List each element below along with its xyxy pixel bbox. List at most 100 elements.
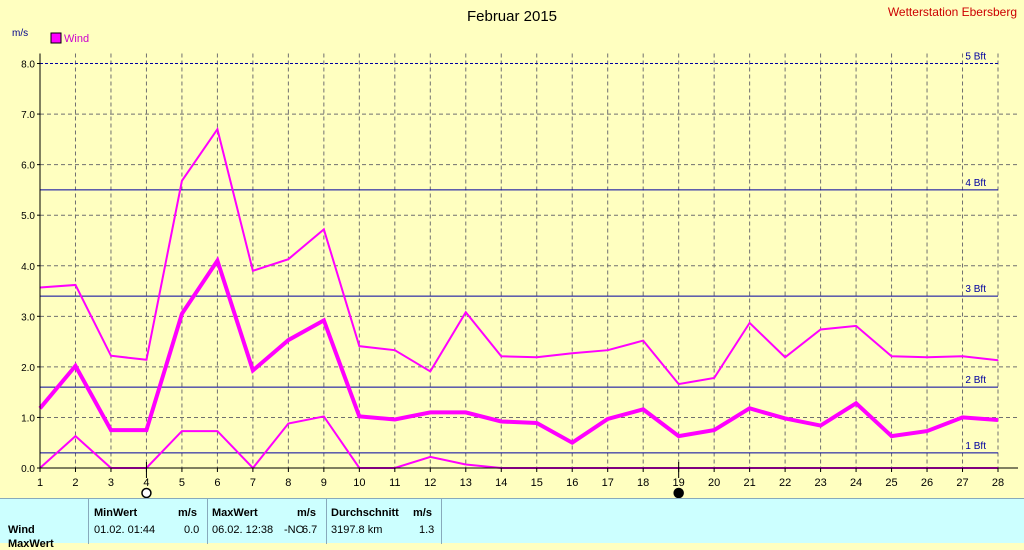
x-tick-label: 9 (321, 477, 327, 489)
max-value: 6.7 (302, 524, 318, 536)
x-tick-label: 27 (956, 477, 968, 489)
data-point-avg (74, 365, 77, 367)
data-point-max (926, 356, 928, 358)
data-point-max (997, 359, 999, 361)
x-tick-label: 15 (531, 477, 543, 489)
data-point-max (713, 377, 715, 379)
x-tick-label: 21 (744, 477, 756, 489)
data-point-max (500, 355, 502, 357)
x-tick-label: 5 (179, 477, 185, 489)
data-point-max (323, 228, 325, 230)
data-point-avg (536, 422, 538, 424)
data-point-max (216, 128, 219, 130)
y-tick-label: 0.0 (21, 464, 35, 475)
data-point-max (358, 345, 360, 347)
bft-label: 1 Bft (965, 441, 986, 452)
data-point-max (145, 359, 148, 361)
max-direction: -NO (284, 524, 305, 536)
data-point-max (110, 355, 112, 357)
x-tick-label: 6 (214, 477, 220, 489)
y-tick-label: 6.0 (21, 161, 35, 172)
separator (326, 499, 327, 544)
legend-label: Wind (64, 33, 89, 45)
max-date: 06.02. 12:38 (212, 524, 274, 536)
x-tick-label: 24 (850, 477, 862, 489)
data-point-avg (500, 420, 502, 423)
data-point-avg (323, 319, 325, 321)
y-tick-label: 4.0 (21, 262, 35, 273)
data-point-max (252, 270, 254, 272)
x-tick-label: 3 (108, 477, 114, 489)
data-point-min (429, 456, 431, 458)
row-label-maxwert: MaxWert (8, 538, 54, 550)
x-tick-label: 17 (602, 477, 614, 489)
x-tick-label: 11 (389, 477, 400, 489)
min-header: MinWert (94, 507, 138, 519)
data-point-min (74, 435, 77, 437)
wind-chart: 1 Bft 2 Bft 3 Bft 4 Bft 5 Bft 0.0 1.0 2.0 3.0 4.… (12, 5, 1018, 498)
data-point-avg (678, 435, 680, 437)
bft-label: 2 Bft (965, 375, 986, 386)
min-date: 01.02. 01:44 (94, 524, 156, 536)
data-point-max (394, 349, 396, 351)
data-point-avg (181, 313, 183, 315)
data-point-max (429, 370, 431, 373)
full-moon-icon (141, 487, 152, 498)
x-tick-label: 22 (779, 477, 791, 489)
data-point-avg (961, 416, 964, 419)
series-line-avg (38, 256, 999, 446)
data-point-avg (571, 442, 573, 444)
data-point-avg (749, 407, 751, 409)
max-unit: m/s (297, 507, 316, 519)
y-unit-label: m/s (12, 28, 28, 39)
data-point-avg (429, 411, 431, 413)
data-point-avg (855, 402, 857, 404)
y-tick-label: 7.0 (21, 110, 35, 121)
y-tick-label: 2.0 (21, 363, 35, 374)
x-tick-label: 25 (885, 477, 897, 489)
legend-swatch (50, 32, 62, 44)
separator (441, 499, 442, 544)
x-tick-label: 28 (992, 477, 1004, 489)
data-point-max (181, 180, 183, 182)
x-tick-label: 26 (921, 477, 933, 489)
data-point-max (749, 322, 751, 324)
x-tick-label: 13 (460, 477, 472, 489)
chart-title: Februar 2015 (467, 8, 557, 25)
data-point-max (855, 325, 857, 327)
data-point-avg (926, 430, 928, 432)
station-label: Wetterstation Ebersberg (888, 5, 1017, 19)
series-line-max (39, 126, 999, 386)
y-tick-label: 3.0 (21, 312, 35, 323)
bft-label: 4 Bft (965, 178, 986, 189)
data-point-avg (358, 415, 360, 418)
data-point-avg (607, 418, 609, 420)
data-point-max (607, 349, 609, 351)
data-point-min (287, 422, 289, 425)
data-point-avg (465, 411, 467, 413)
x-tick-label: 10 (353, 477, 365, 489)
stats-panel: Wind MaxWert MinWert m/s 01.02. 01:44 0.… (0, 498, 1024, 550)
data-point-max (678, 383, 680, 385)
data-point-max (465, 311, 467, 313)
data-point-max (74, 284, 77, 286)
data-point-avg (145, 429, 148, 431)
avg-unit: m/s (413, 507, 432, 519)
y-tick-label: 5.0 (21, 211, 35, 222)
bft-label: 3 Bft (965, 284, 986, 295)
y-tick-label: 8.0 (21, 60, 35, 71)
data-point-max (819, 328, 822, 331)
data-point-max (784, 356, 786, 358)
min-value: 0.0 (184, 524, 200, 536)
data-point-max (890, 355, 893, 357)
x-tick-label: 19 (673, 477, 685, 489)
separator (88, 499, 89, 544)
bft-label: 5 Bft (965, 52, 986, 63)
data-point-avg (252, 369, 254, 372)
data-point-avg (394, 418, 396, 421)
min-unit: m/s (178, 507, 197, 519)
data-point-avg (890, 435, 893, 437)
data-point-avg (216, 260, 219, 262)
avg-header: Durchschnitt (331, 507, 399, 519)
data-point-min (323, 415, 325, 418)
